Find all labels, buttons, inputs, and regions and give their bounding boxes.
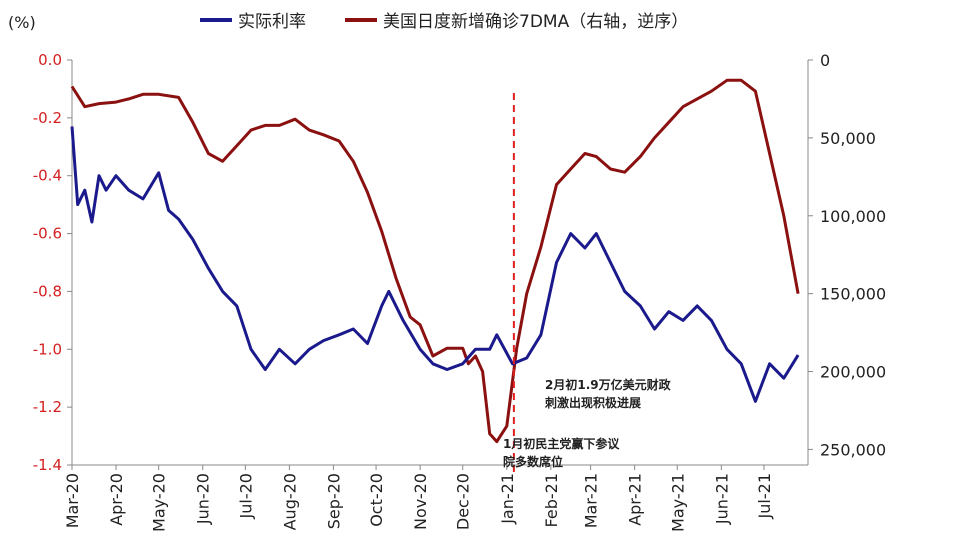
left-tick-label: -0.8 — [33, 282, 62, 300]
left-tick-label: 0.0 — [38, 51, 62, 69]
x-tick-label: Jun-20 — [194, 473, 213, 525]
x-tick-label: Mar-21 — [582, 473, 601, 528]
legend: 实际利率 美国日度新增确诊7DMA（右轴，逆序） — [200, 12, 688, 32]
x-tick-label: May-20 — [150, 473, 169, 532]
annotation-fiscal-stimulus: 2月初1.9万亿美元财政 刺激出现积极进展 — [544, 377, 672, 410]
left-axis-ticks: 0.0 -0.2 -0.4 -0.6 -0.8 -1.0 -1.2 -1.4 — [33, 51, 72, 474]
right-tick-label: 100,000 — [820, 207, 886, 226]
left-tick-label: -0.4 — [33, 167, 62, 185]
x-tick-label: Jan-21 — [498, 473, 517, 525]
axes — [71, 60, 809, 466]
annotation-senate-line-2: 院多数席位 — [503, 454, 563, 469]
x-tick-label: Nov-20 — [411, 473, 430, 530]
series-line-real-rate — [70, 126, 800, 403]
left-tick-label: -1.0 — [33, 340, 62, 358]
annotation-fiscal-line-2: 刺激出现积极进展 — [544, 395, 641, 410]
left-tick-label: -1.4 — [33, 456, 62, 474]
annotation-senate-majority: 1月初民主党赢下参议 院多数席位 — [503, 436, 620, 469]
right-tick-label: 0 — [820, 51, 830, 70]
x-tick-label: Mar-20 — [63, 473, 82, 528]
x-tick-label: Dec-20 — [454, 473, 473, 530]
right-tick-label: 250,000 — [820, 440, 886, 459]
series-layer — [70, 78, 800, 444]
right-tick-label: 200,000 — [820, 363, 886, 382]
left-tick-label: -1.2 — [33, 398, 62, 416]
right-tick-label: 50,000 — [820, 129, 876, 148]
series-line-cases — [70, 78, 800, 444]
x-tick-label: Jul-20 — [236, 473, 255, 519]
x-tick-label: Feb-21 — [542, 473, 561, 527]
annotation-senate-line-1: 1月初民主党赢下参议 — [503, 436, 620, 451]
x-tick-label: Jun-21 — [712, 473, 731, 525]
legend-label-real-rate: 实际利率 — [238, 12, 306, 32]
legend-label-cases: 美国日度新增确诊7DMA（右轴，逆序） — [383, 12, 688, 32]
annotation-fiscal-line-1: 2月初1.9万亿美元财政 — [545, 377, 672, 392]
x-tick-label: Aug-20 — [280, 473, 299, 530]
x-axis-ticks: Mar-20 Apr-20 May-20 Jun-20 Jul-20 Aug-20 Sep-… — [63, 465, 774, 532]
x-tick-label: Apr-21 — [626, 473, 645, 526]
x-tick-label: Jul-21 — [755, 473, 774, 519]
x-tick-label: Sep-20 — [324, 473, 343, 529]
left-tick-label: -0.6 — [33, 225, 62, 243]
left-tick-label: -0.2 — [33, 109, 62, 127]
x-tick-label: Apr-20 — [107, 473, 126, 526]
unit-label: (%) — [8, 13, 36, 32]
x-tick-label: May-21 — [668, 473, 687, 532]
right-tick-label: 150,000 — [820, 285, 886, 304]
right-axis-ticks: 0 50,000 100,000 150,000 200,000 250,000 — [808, 51, 886, 459]
x-tick-label: Oct-20 — [367, 473, 386, 527]
